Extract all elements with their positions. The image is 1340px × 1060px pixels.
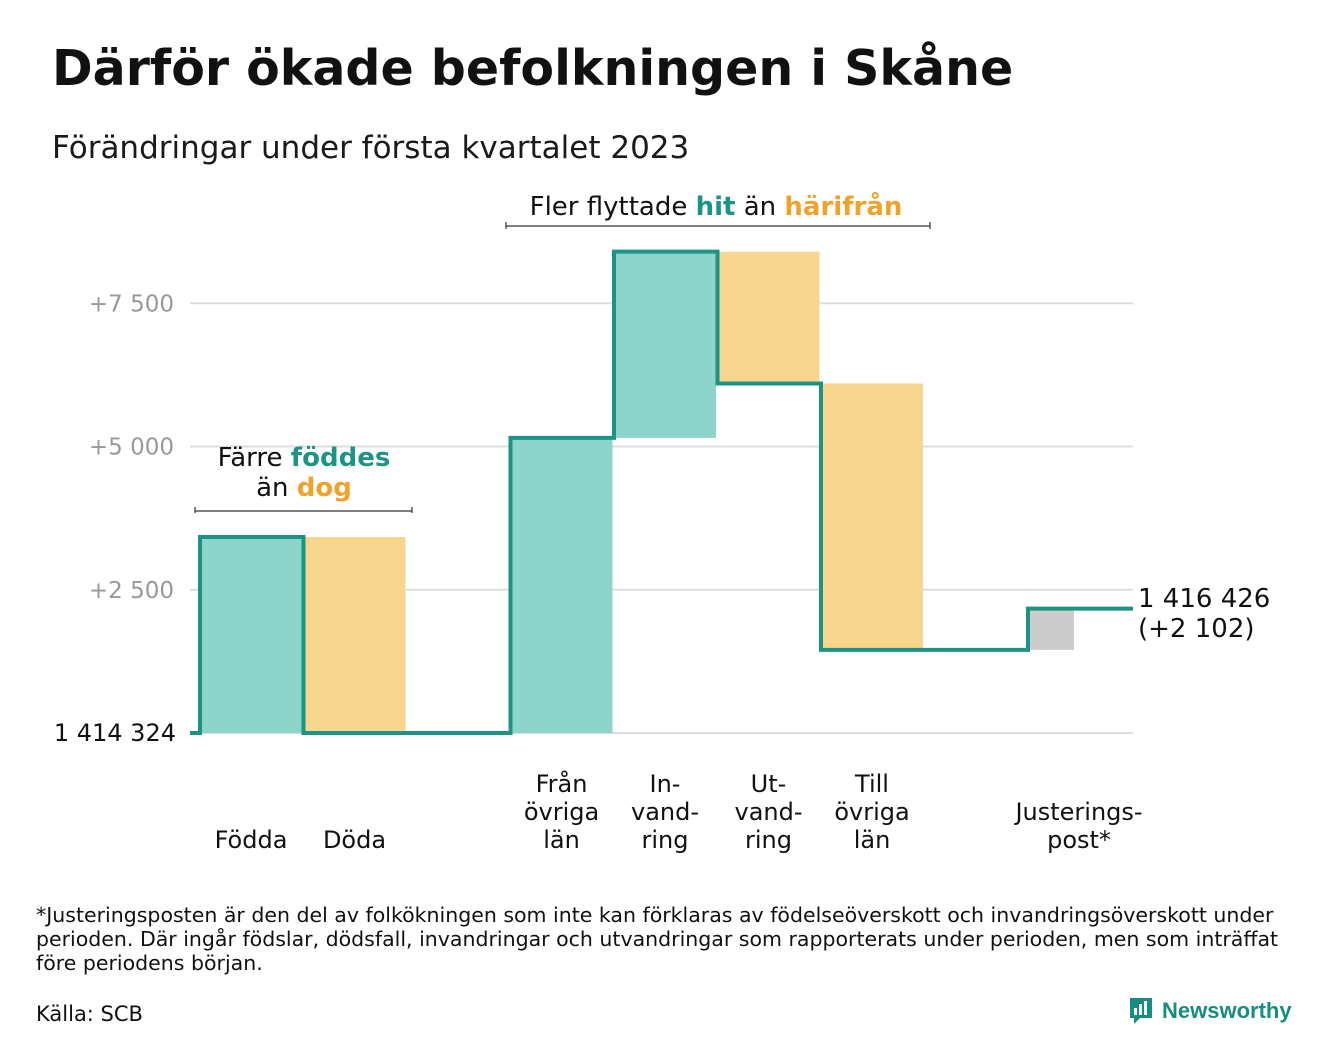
- category-label: övriga: [524, 798, 599, 826]
- brand-logo: Newsworthy: [1128, 996, 1292, 1026]
- annotation-migration-hit: hit: [696, 192, 736, 222]
- category-label: post*: [1047, 826, 1111, 854]
- category-label: Justerings-: [1013, 798, 1142, 826]
- annotation-migration-text: Fler flyttade: [530, 192, 696, 222]
- annotation-births-bracket: [194, 507, 413, 513]
- y-tick-label: +5 000: [89, 435, 174, 461]
- svg-text:än dog: än dog: [256, 473, 352, 503]
- baseline-label: 1 414 324: [54, 719, 176, 747]
- annotation-deaths-highlight: dog: [297, 473, 352, 503]
- annotation-births-deaths: Färre föddes än dog: [194, 443, 413, 513]
- category-label: Från: [536, 769, 588, 798]
- annotation-migration: Fler flyttade hit än härifrån: [505, 190, 931, 229]
- svg-text:Fler flyttade hit än härifrån: Fler flyttade hit än härifrån: [530, 190, 903, 222]
- category-label: ring: [745, 826, 792, 854]
- waterfall-bar: [303, 537, 406, 733]
- newsworthy-logo-icon: [1130, 998, 1152, 1024]
- annotation-deaths-text: än: [256, 473, 297, 503]
- category-label: vand-: [631, 798, 699, 826]
- category-label: övriga: [834, 798, 909, 826]
- category-label: Ut-: [751, 770, 787, 798]
- y-tick-label: +7 500: [89, 291, 174, 317]
- annotation-migration-harifran: härifrån: [784, 190, 902, 222]
- chart-title: Därför ökade befolkningen i Skåne: [52, 40, 1014, 97]
- brand-name: Newsworthy: [1162, 998, 1292, 1023]
- annotation-births-text: Färre: [218, 443, 291, 473]
- annotation-migration-mid: än: [735, 192, 784, 222]
- category-label: Till: [854, 770, 889, 798]
- chart-subtitle: Förändringar under första kvartalet 2023: [52, 130, 690, 166]
- category-label: Döda: [323, 826, 386, 854]
- waterfall-chart: +2 500 +5 000 +7 500 1 414 324 Födda Döda Frå…: [54, 190, 1270, 854]
- category-label: vand-: [734, 798, 802, 826]
- category-label: ring: [642, 826, 689, 854]
- waterfall-bar: [200, 537, 302, 733]
- category-label: Födda: [215, 826, 288, 854]
- waterfall-bar: [1028, 608, 1074, 650]
- waterfall-bar: [717, 251, 820, 384]
- waterfall-bar: [821, 383, 923, 650]
- footnote: *Justeringsposten är den del av folkökni…: [36, 903, 1279, 975]
- waterfall-bar: [510, 437, 613, 733]
- end-change-label: (+2 102): [1138, 614, 1255, 644]
- waterfall-bar: [614, 251, 716, 438]
- category-label: In-: [650, 770, 681, 798]
- category-label: län: [543, 826, 580, 854]
- category-label: län: [854, 826, 891, 854]
- annotation-migration-bracket: [505, 222, 931, 229]
- y-tick-label: +2 500: [89, 578, 174, 604]
- svg-text:Färre föddes: Färre föddes: [218, 443, 391, 473]
- end-value-label: 1 416 426: [1138, 584, 1270, 614]
- annotation-births-highlight: föddes: [291, 443, 391, 473]
- source-note: Källa: SCB: [36, 1002, 143, 1026]
- cumulative-step-line: [190, 249, 1133, 735]
